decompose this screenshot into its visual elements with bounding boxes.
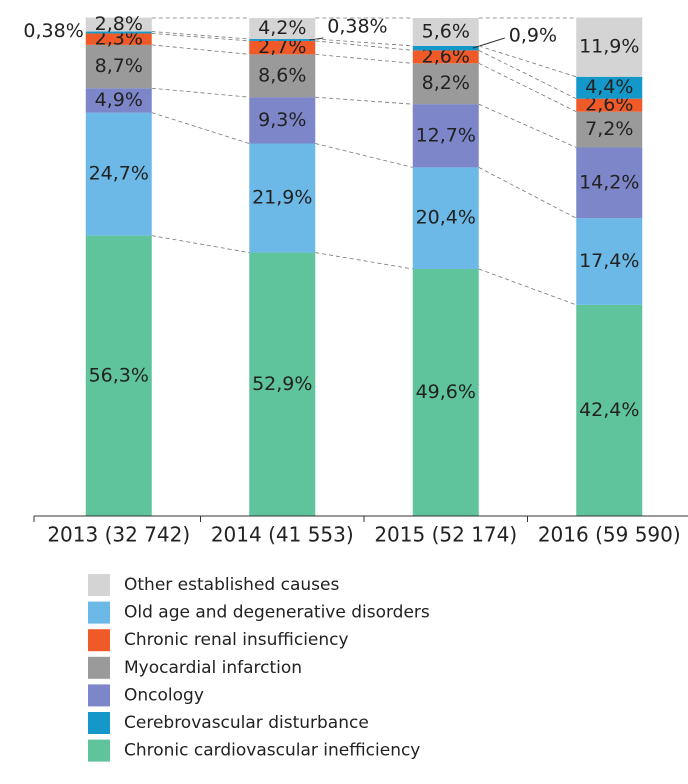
data-label: 7,2% xyxy=(585,118,633,140)
connector-line xyxy=(151,33,250,42)
data-label: 11,9% xyxy=(579,36,639,58)
bar-segment xyxy=(576,76,643,99)
connector-line xyxy=(315,252,413,270)
legend-swatch xyxy=(88,712,110,734)
connector-line xyxy=(478,50,577,100)
legend-swatch xyxy=(88,574,110,596)
legend-label: Chronic renal insufficiency xyxy=(124,630,349,650)
x-tick-label: 2013 (32 742) xyxy=(47,523,190,547)
data-label: 8,2% xyxy=(422,72,470,94)
connector-line xyxy=(151,31,250,40)
bar-segment xyxy=(576,218,643,305)
data-label: 42,4% xyxy=(579,399,639,421)
connector-line xyxy=(151,112,250,144)
data-label: 0,38% xyxy=(327,16,387,38)
bar-segment xyxy=(412,104,479,168)
bar-segment xyxy=(412,45,479,51)
data-label: 0,9% xyxy=(509,25,557,47)
connector-line xyxy=(478,45,577,78)
bar-segment xyxy=(249,143,316,253)
data-label: 5,6% xyxy=(422,20,470,42)
connector-line xyxy=(315,40,413,51)
bar-segment xyxy=(85,235,152,516)
connector-line xyxy=(151,87,250,98)
bar-segment xyxy=(249,40,316,55)
legend-label: Cerebrovascular disturbance xyxy=(124,713,369,733)
data-label: 24,7% xyxy=(89,163,149,185)
bar-segment xyxy=(249,252,316,517)
data-label: 9,3% xyxy=(258,109,306,131)
legend-label: Myocardial infarction xyxy=(124,658,302,678)
bar-segment xyxy=(576,98,643,112)
connector-line xyxy=(315,96,413,105)
data-label: 20,4% xyxy=(416,207,476,229)
data-label: 0,38% xyxy=(23,20,83,42)
bar-segment xyxy=(576,17,643,77)
bar-segment xyxy=(249,97,316,144)
bar-segment xyxy=(85,44,152,89)
data-label: 12,7% xyxy=(416,124,476,146)
data-label: 17,4% xyxy=(579,250,639,272)
connector-line xyxy=(315,38,413,47)
data-label: 2,8% xyxy=(95,13,143,35)
legend-swatch xyxy=(88,656,110,679)
legend-label: Old age and degenerative disorders xyxy=(124,603,430,623)
bar-segment xyxy=(412,18,479,46)
bar-segment xyxy=(412,63,479,105)
legend-swatch xyxy=(88,629,110,652)
connector-line xyxy=(478,268,577,306)
legend-label: Other established causes xyxy=(124,575,339,595)
legend-swatch xyxy=(88,684,110,707)
bar-segment xyxy=(85,17,152,32)
bar-segment xyxy=(85,31,152,34)
legend-label: Oncology xyxy=(124,685,204,705)
data-label: 2,7% xyxy=(258,36,306,58)
leader-line xyxy=(472,37,505,49)
bar-segment xyxy=(249,18,316,40)
connector-line xyxy=(315,143,413,168)
bar-segment xyxy=(85,88,152,113)
bar-segment xyxy=(412,167,479,269)
bar-segment xyxy=(412,50,479,64)
legend-swatch xyxy=(88,739,110,762)
x-tick-label: 2014 (41 553) xyxy=(211,523,354,547)
data-label: 14,2% xyxy=(579,171,639,193)
data-label: 4,4% xyxy=(585,76,633,98)
legend-label: Chronic cardiovascular inefficiency xyxy=(124,741,420,761)
bar-segment xyxy=(412,268,479,516)
bar-segment xyxy=(249,39,316,41)
connector-line xyxy=(151,235,250,253)
x-tick-label: 2015 (52 174) xyxy=(374,523,517,547)
data-label: 2,6% xyxy=(422,45,470,67)
legend-swatch xyxy=(88,601,110,624)
connector-line xyxy=(315,53,413,64)
bar-segment xyxy=(576,147,643,219)
bar-segment xyxy=(576,304,643,516)
bar-segment xyxy=(85,112,152,236)
connector-line xyxy=(478,103,577,148)
data-label: 8,7% xyxy=(95,55,143,77)
data-label: 4,2% xyxy=(258,17,306,39)
data-label: 2,6% xyxy=(585,94,633,116)
connector-line xyxy=(478,167,577,219)
data-label: 52,9% xyxy=(252,373,312,395)
data-label: 49,6% xyxy=(416,381,476,403)
connector-line xyxy=(478,62,577,112)
data-label: 56,3% xyxy=(89,364,149,386)
bar-segment xyxy=(249,54,316,98)
connector-line xyxy=(151,44,250,55)
x-tick-label: 2016 (59 590) xyxy=(538,523,681,547)
bar-segment xyxy=(85,33,152,45)
bar-segment xyxy=(576,111,643,148)
data-label: 8,6% xyxy=(258,64,306,86)
data-label: 4,9% xyxy=(95,89,143,111)
data-label: 21,9% xyxy=(252,187,312,209)
